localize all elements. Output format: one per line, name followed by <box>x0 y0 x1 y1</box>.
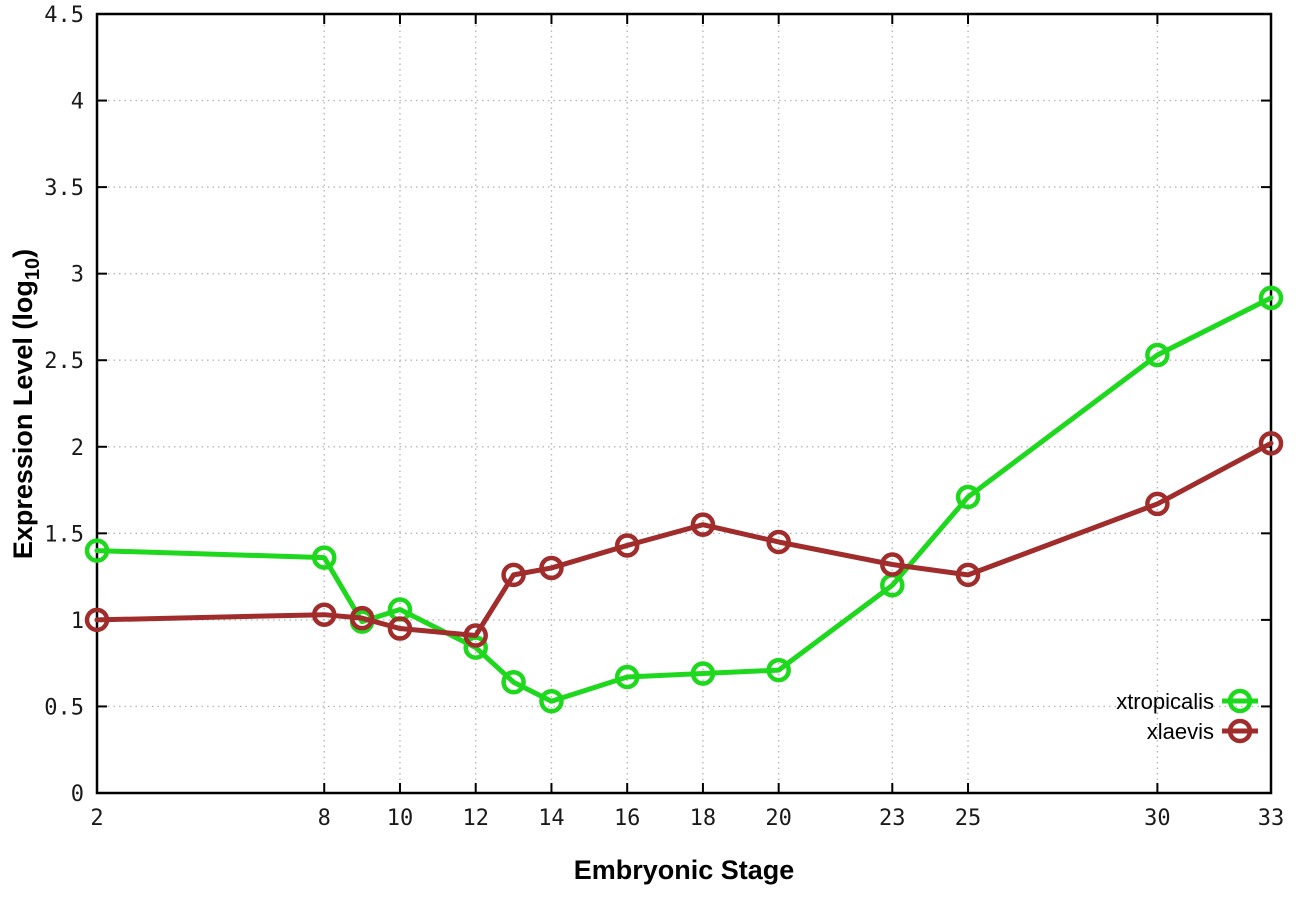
y-tick-label: 4 <box>71 90 84 115</box>
series-point-xtropicalis <box>955 484 981 510</box>
series-point-xtropicalis <box>84 538 110 563</box>
series-point-xtropicalis <box>311 545 337 570</box>
series-point-xlaevis <box>311 602 337 627</box>
legend-label-xtropicalis: xtropicalis <box>1116 689 1214 714</box>
legend-marker-xlaevis <box>1227 718 1253 744</box>
y-tick-label: 4.5 <box>44 3 84 28</box>
x-tick-label: 2 <box>90 806 103 831</box>
series-point-xlaevis <box>690 512 716 537</box>
y-tick-label: 2.5 <box>44 349 84 374</box>
y-tick-label: 1.5 <box>44 522 84 547</box>
y-tick-label: 2 <box>71 436 84 461</box>
series-point-xtropicalis <box>766 657 791 683</box>
y-axis-title: Expression Level (log10) <box>8 249 44 559</box>
x-tick-label: 12 <box>462 806 489 831</box>
x-tick-label: 18 <box>690 806 717 831</box>
series-point-xlaevis <box>84 607 110 633</box>
series-point-xtropicalis <box>501 669 526 695</box>
series-point-xtropicalis <box>1145 342 1170 368</box>
series-point-xtropicalis <box>1258 285 1284 311</box>
x-tick-label: 30 <box>1144 806 1171 831</box>
series-point-xlaevis <box>501 562 526 588</box>
series-point-xlaevis <box>1258 431 1284 456</box>
series-point-xtropicalis <box>614 664 640 690</box>
x-tick-label: 10 <box>387 806 414 831</box>
y-tick-label: 0 <box>71 782 84 807</box>
x-axis-title: Embryonic Stage <box>574 855 795 885</box>
series-point-xlaevis <box>463 623 488 648</box>
y-tick-label: 3.5 <box>44 176 84 201</box>
series-point-xlaevis <box>955 562 981 588</box>
legend-label-xlaevis: xlaevis <box>1147 719 1214 744</box>
series-point-xtropicalis <box>539 689 564 714</box>
y-axis-title-text: Expression Level (log <box>8 280 38 559</box>
series-point-xlaevis <box>766 529 791 555</box>
series-point-xlaevis <box>539 555 564 581</box>
series-point-xlaevis <box>387 616 413 641</box>
x-tick-label: 25 <box>955 806 982 831</box>
series-line-xtropicalis <box>94 295 1274 704</box>
series-point-xlaevis <box>1145 491 1170 517</box>
x-tick-label: 33 <box>1258 806 1285 831</box>
legend-marker-xtropicalis <box>1227 688 1253 714</box>
series-point-xlaevis <box>349 605 375 631</box>
x-tick-label: 20 <box>765 806 792 831</box>
x-tick-label: 16 <box>614 806 641 831</box>
y-tick-label: 1 <box>71 609 84 634</box>
series-point-xlaevis <box>614 533 640 558</box>
y-axis-title-subscript: 10 <box>22 258 44 280</box>
x-tick-label: 23 <box>879 806 906 831</box>
series-point-xlaevis <box>880 552 905 577</box>
x-tick-label: 14 <box>538 806 565 831</box>
y-tick-label: 3 <box>71 263 84 288</box>
series-point-xtropicalis <box>690 661 716 686</box>
y-tick-label: 0.5 <box>44 695 84 720</box>
y-axis-title-suffix: ) <box>8 249 38 258</box>
plot-border <box>95 12 1273 795</box>
series-line-xlaevis <box>94 440 1274 638</box>
x-tick-label: 8 <box>318 806 331 831</box>
